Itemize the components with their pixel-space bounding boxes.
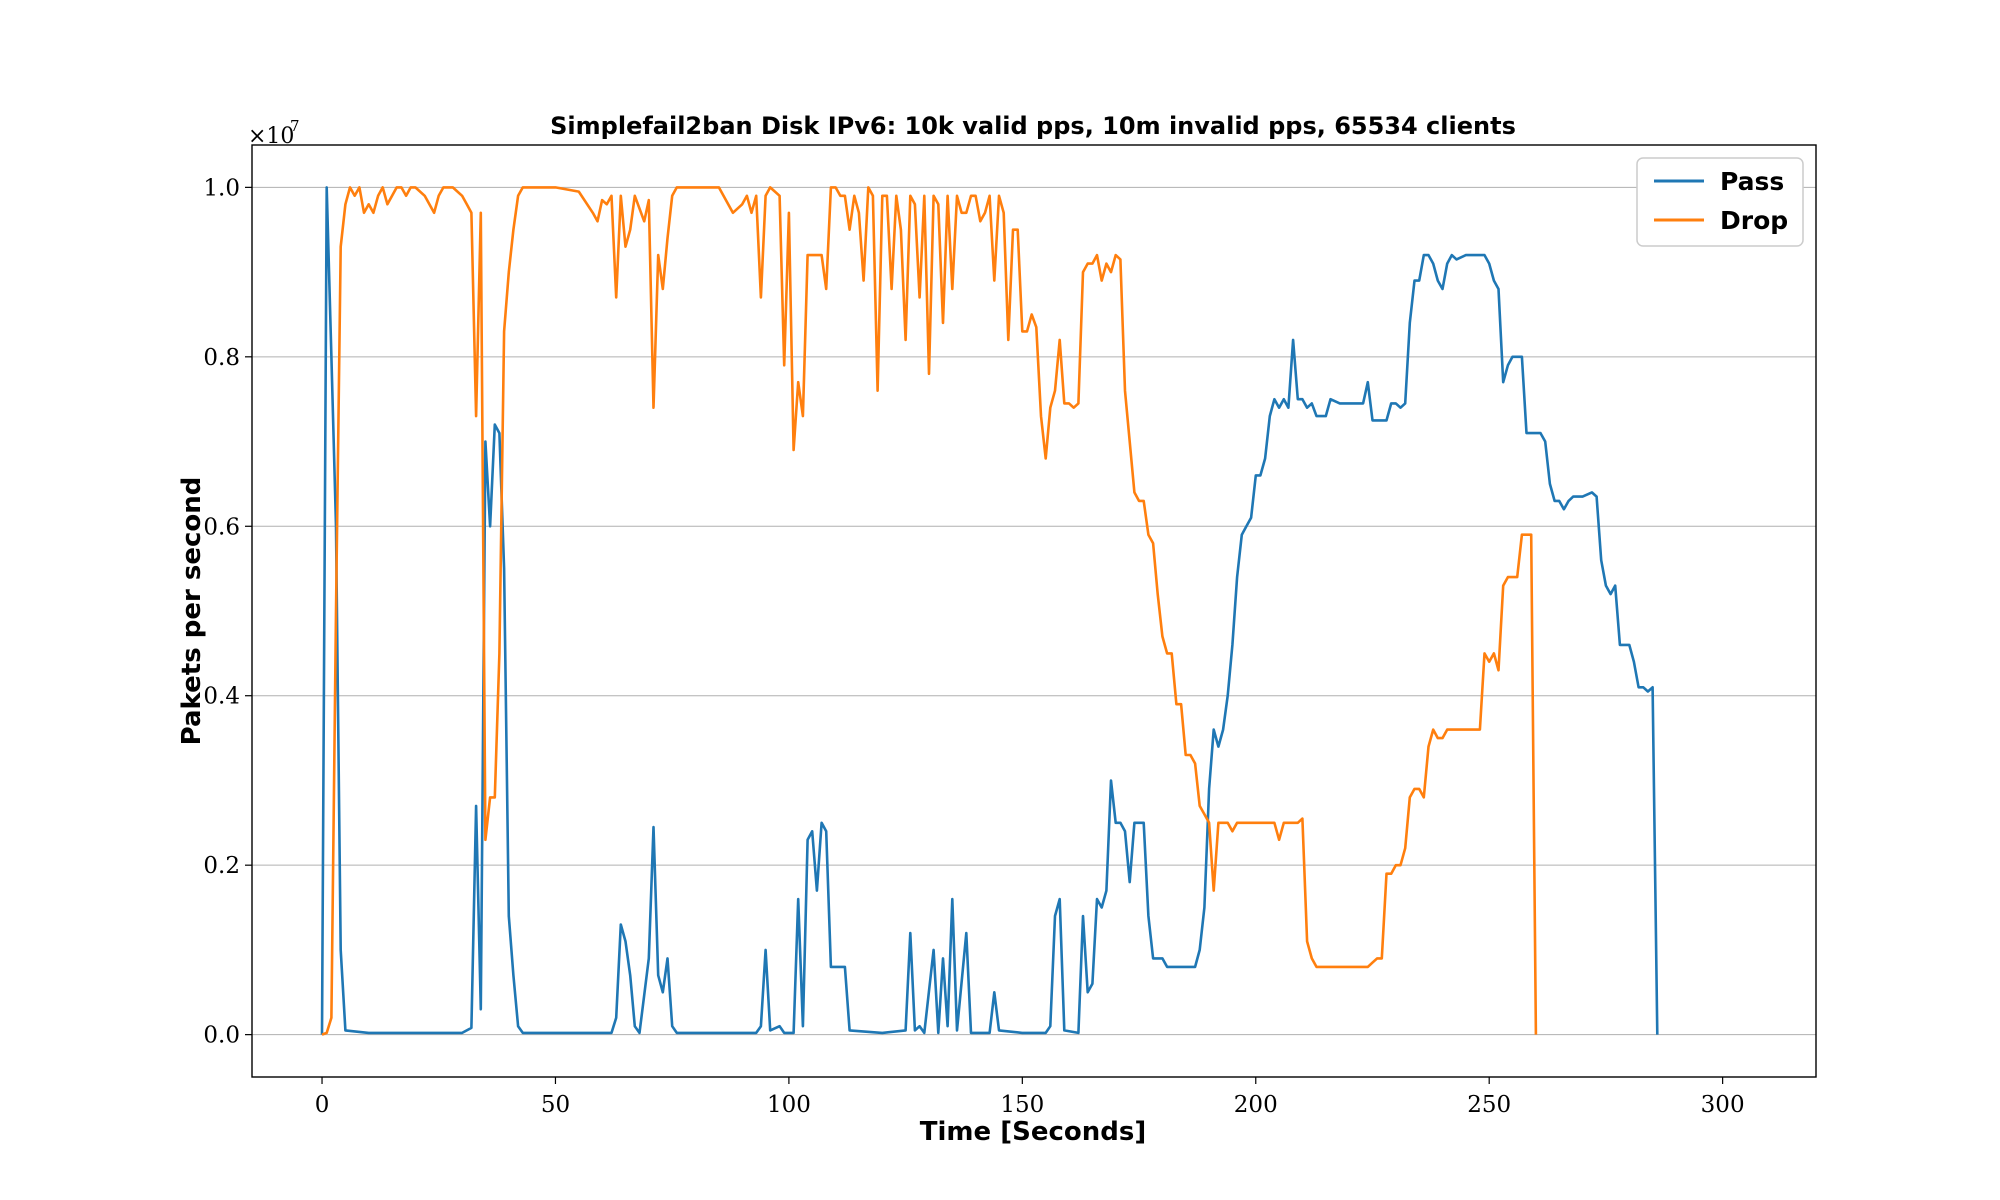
y-offset-text: ×10 xyxy=(248,124,294,149)
plot-area-frame xyxy=(251,144,1817,1078)
y-tick-label: 0.0 xyxy=(203,1023,240,1049)
x-tick-label: 250 xyxy=(1467,1092,1511,1118)
chart-title: Simplefail2ban Disk IPv6: 10k valid pps,… xyxy=(550,112,1516,140)
legend-pass-label: Pass xyxy=(1720,167,1784,196)
x-tick-label: 150 xyxy=(1000,1092,1044,1118)
y-tick-label: 0.8 xyxy=(203,345,240,371)
x-tick-label: 100 xyxy=(767,1092,811,1118)
y-tick-label: 0.2 xyxy=(203,853,240,879)
legend-drop-label: Drop xyxy=(1720,206,1788,235)
series-line-pass xyxy=(320,186,1659,1035)
x-axis-ticks: 0 50 100 150 200 250 300 xyxy=(315,1077,1745,1118)
x-tick-label: 50 xyxy=(541,1092,570,1118)
y-tick-label: 1.0 xyxy=(203,175,240,201)
y-tick-label: 0.6 xyxy=(203,514,240,540)
legend: Pass Drop xyxy=(1636,157,1804,247)
x-tick-label: 300 xyxy=(1701,1092,1745,1118)
y-offset-exponent: 7 xyxy=(290,117,300,135)
x-axis-label: Time [Seconds] xyxy=(920,1117,1146,1147)
y-tick-label: 0.4 xyxy=(203,684,240,710)
series-lines xyxy=(320,186,1659,1036)
series-line-drop xyxy=(321,186,1538,1036)
y-offset-label: ×10 7 xyxy=(248,117,300,149)
gridlines xyxy=(252,186,1816,1036)
x-tick-label: 0 xyxy=(315,1092,330,1118)
y-axis-label: Pakets per second xyxy=(177,477,207,746)
y-axis-ticks: 0.0 0.2 0.4 0.6 0.8 1.0 xyxy=(203,175,252,1049)
x-tick-label: 200 xyxy=(1234,1092,1278,1118)
